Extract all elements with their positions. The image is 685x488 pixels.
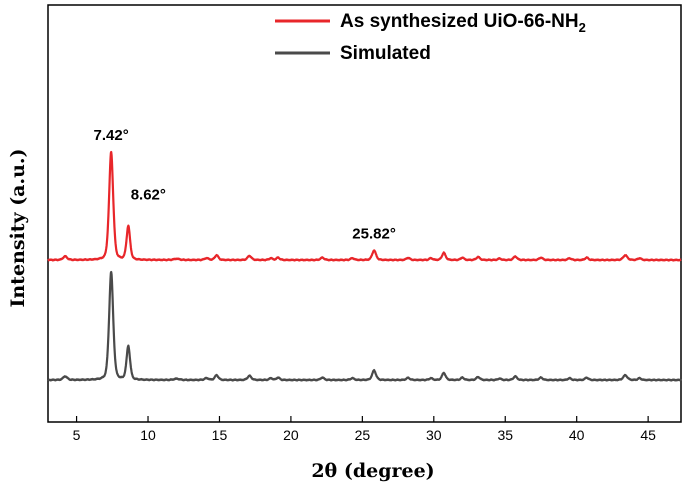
legend: As synthesized UiO-66-NH2 Simulated xyxy=(275,11,586,64)
x-tick-label: 25 xyxy=(355,427,371,443)
legend-label: As synthesized UiO-66-NH2 xyxy=(340,11,586,35)
x-tick-label: 45 xyxy=(640,427,656,443)
x-axis-label: 2θ (degree) xyxy=(311,460,434,482)
peak-annotations: 7.42° 8.62° 25.82° xyxy=(94,127,396,243)
peak-label: 25.82° xyxy=(352,225,396,242)
x-tick-label: 15 xyxy=(212,427,228,443)
series-lines xyxy=(47,150,682,382)
plot-border xyxy=(47,4,682,423)
x-tick-label: 30 xyxy=(426,427,442,443)
plot-frame xyxy=(47,4,682,423)
y-axis-label: Intensity (a.u.) xyxy=(7,148,29,307)
x-tick-label: 35 xyxy=(497,427,513,443)
peak-label: 8.62° xyxy=(131,187,166,204)
x-tick-label: 20 xyxy=(283,427,299,443)
x-tick-label: 40 xyxy=(569,427,585,443)
legend-label: Simulated xyxy=(340,43,431,64)
peak-label: 7.42° xyxy=(94,127,129,144)
x-tick-label: 5 xyxy=(73,427,81,443)
x-tick-label: 10 xyxy=(140,427,156,443)
x-axis-ticks: 5 10 15 20 25 30 35 40 45 xyxy=(73,416,656,443)
series-line-simulated xyxy=(47,270,682,382)
series-line-as-synthesized xyxy=(47,150,682,262)
